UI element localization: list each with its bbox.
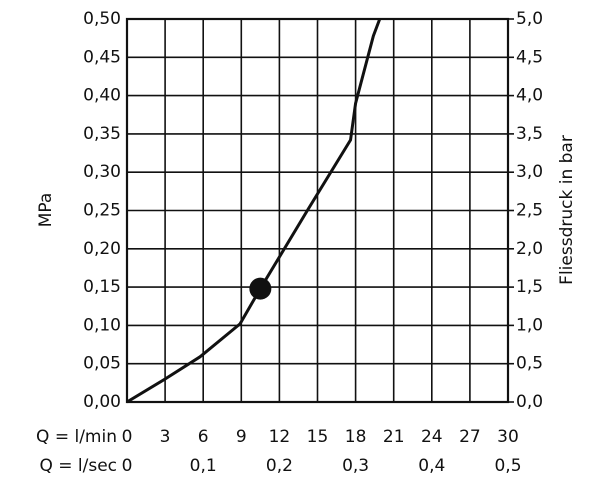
y-tick-label: 0,30 bbox=[83, 162, 121, 182]
x-tick-label: 3 bbox=[160, 427, 171, 447]
x-tick-label: 24 bbox=[421, 427, 443, 447]
x-tick-label: 9 bbox=[236, 427, 247, 447]
x-tick-label: 15 bbox=[307, 427, 329, 447]
x-tick-label: 12 bbox=[269, 427, 291, 447]
y2-tick-label: 1,0 bbox=[516, 315, 543, 335]
y-tick-label: 0,50 bbox=[83, 9, 121, 29]
x2-tick-label: 0 bbox=[122, 456, 133, 476]
highlight-point bbox=[249, 277, 272, 300]
y2-tick-label: 5,0 bbox=[516, 9, 543, 29]
x-tick-label: 6 bbox=[198, 427, 209, 447]
x2-axis-label: Q = l/sec bbox=[39, 456, 117, 476]
x-tick-label: 27 bbox=[459, 427, 481, 447]
y-tick-label: 0,10 bbox=[83, 315, 121, 335]
y2-tick-label: 2,5 bbox=[516, 201, 543, 221]
x2-tick-label: 0,5 bbox=[494, 456, 521, 476]
y-axis-label: MPa bbox=[36, 193, 56, 228]
y-tick-label: 0,25 bbox=[83, 201, 121, 221]
plot-frame bbox=[125, 17, 510, 404]
y-tick-label: 0,00 bbox=[83, 392, 121, 412]
y-tick-label: 0,15 bbox=[83, 277, 121, 297]
curve bbox=[126, 18, 382, 404]
y-tick-label: 0,20 bbox=[83, 239, 121, 259]
x-tick-label: 21 bbox=[383, 427, 405, 447]
x2-tick-label: 0,1 bbox=[190, 456, 217, 476]
y-tick-label: 0,35 bbox=[83, 124, 121, 144]
y2-tick-label: 1,5 bbox=[516, 277, 543, 297]
y2-tick-label: 3,0 bbox=[516, 162, 543, 182]
y-tick-label: 0,05 bbox=[83, 354, 121, 374]
x-tick-label: 0 bbox=[122, 427, 133, 447]
x-tick-label: 18 bbox=[345, 427, 367, 447]
x-axis-label: Q = l/min bbox=[36, 427, 117, 447]
y2-tick-label: 0,0 bbox=[516, 392, 543, 412]
y-tick-label: 0,40 bbox=[83, 86, 121, 106]
x2-tick-label: 0,4 bbox=[418, 456, 445, 476]
x2-tick-label: 0,3 bbox=[342, 456, 369, 476]
y2-tick-label: 4,0 bbox=[516, 86, 543, 106]
y2-tick-label: 0,5 bbox=[516, 354, 543, 374]
y2-axis-label: Fliessdruck in bar bbox=[557, 135, 577, 285]
y2-tick-label: 3,5 bbox=[516, 124, 543, 144]
y2-tick-label: 2,0 bbox=[516, 239, 543, 259]
y-tick-label: 0,45 bbox=[83, 47, 121, 67]
y2-tick-label: 4,5 bbox=[516, 47, 543, 67]
x-tick-label: 30 bbox=[497, 427, 519, 447]
x2-tick-label: 0,2 bbox=[266, 456, 293, 476]
